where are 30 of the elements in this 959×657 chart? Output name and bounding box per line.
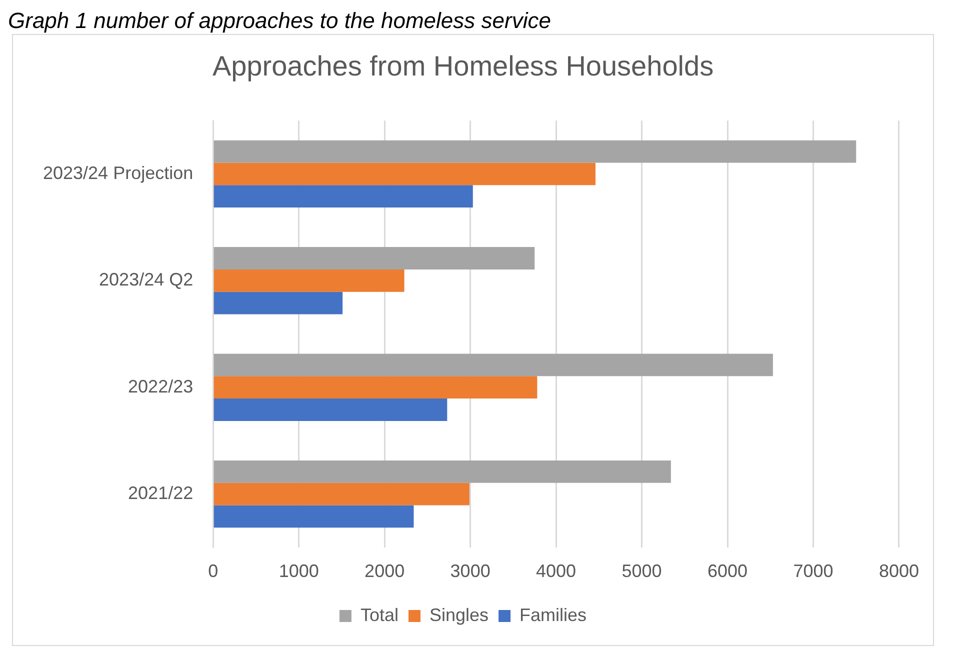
x-tick-label: 4000 — [536, 561, 576, 582]
y-tick-label: 2021/22 — [128, 483, 194, 504]
bar — [214, 292, 343, 314]
bar — [214, 482, 470, 506]
x-tick-label: 8000 — [878, 561, 919, 582]
x-tick-label: 3000 — [450, 561, 490, 582]
bar — [214, 162, 596, 186]
chart-title: Approaches from Homeless Households — [212, 50, 714, 82]
x-tick-label: 6000 — [707, 561, 748, 582]
bar — [214, 269, 404, 292]
x-tick-label: 0 — [208, 561, 218, 582]
bar — [214, 247, 535, 270]
bar — [214, 398, 448, 421]
y-tick-label: 2022/23 — [128, 376, 194, 396]
caption: Graph 1 number of approaches to the homeless service — [8, 8, 552, 34]
bar — [214, 354, 773, 376]
x-tick-label: 2000 — [364, 561, 405, 582]
x-tick-label: 1000 — [278, 561, 319, 582]
legend-label: Families — [520, 604, 587, 625]
legend-label: Singles — [429, 604, 489, 625]
bar — [214, 376, 538, 399]
legend-label: Total — [360, 604, 398, 625]
bar — [214, 505, 414, 528]
x-tick-label: 7000 — [793, 561, 834, 582]
bar — [214, 140, 856, 163]
y-tick-label: 2023/24 Projection — [43, 162, 194, 183]
bar — [214, 460, 671, 483]
y-tick-label: 2023/24 Q2 — [99, 270, 194, 290]
bar — [214, 185, 473, 208]
x-tick-label: 5000 — [622, 561, 662, 582]
